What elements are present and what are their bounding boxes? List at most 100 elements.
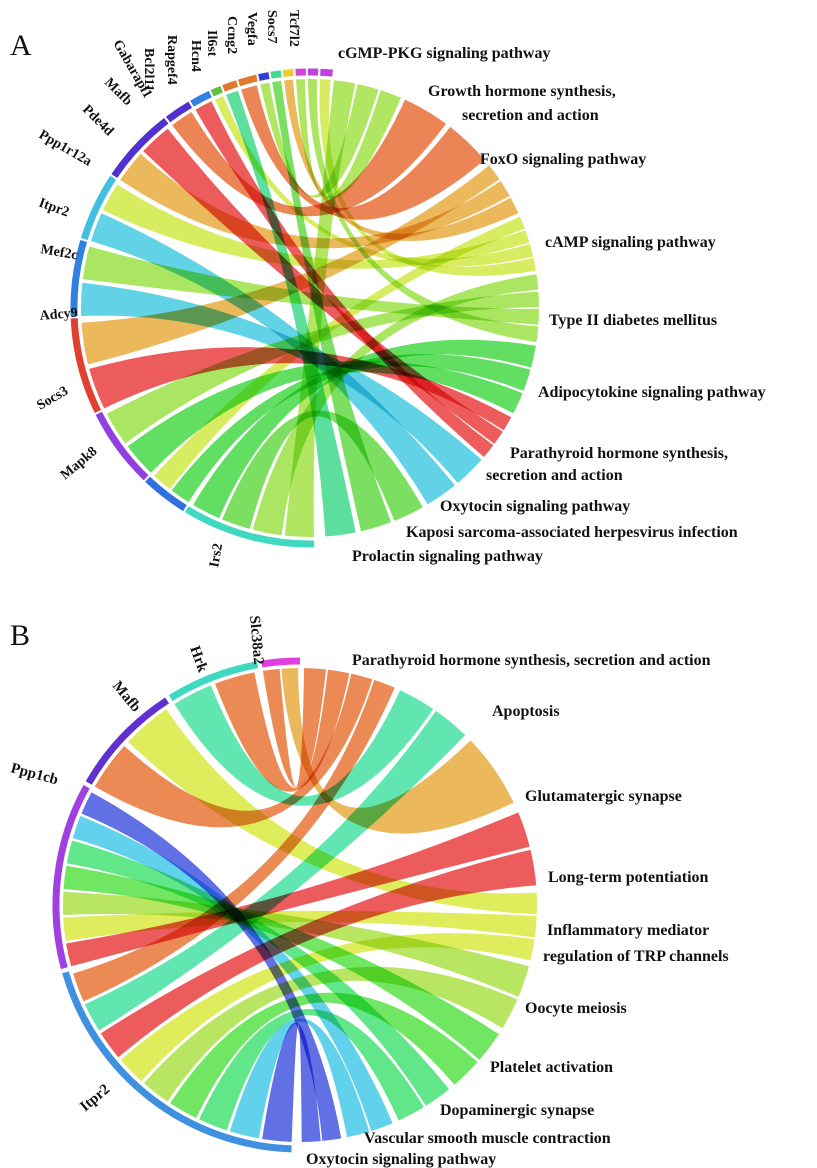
pathway-arc-gap xyxy=(472,735,523,808)
pathway-arc-gap xyxy=(532,892,545,964)
chord-ribbon xyxy=(241,85,485,220)
gene-label-tcf7l2: Tcf7l2 xyxy=(286,10,301,47)
gene-label-ppp1cb: Ppp1cb xyxy=(9,760,60,788)
gene-label-vegfa: Vegfa xyxy=(244,12,259,46)
gene-label-hrk: Hrk xyxy=(186,644,210,675)
gene-label-mapk8: Mapk8 xyxy=(58,444,100,483)
chord-ribbon xyxy=(226,90,356,537)
chord-ribbon xyxy=(91,213,455,505)
chord-ribbon xyxy=(193,339,536,519)
gene-label-itpr2: Itpr2 xyxy=(37,196,71,221)
pathway-label-inflammatory-mediator: Inflammatory mediator xyxy=(547,922,709,939)
chord-ribbon xyxy=(143,128,503,444)
pathway-arc-gap xyxy=(334,73,407,97)
pathway-arc-gap xyxy=(426,461,487,513)
pathway-arc-gap xyxy=(522,213,544,272)
chord-ribbon xyxy=(143,966,518,1102)
pathway-arc-gap xyxy=(358,509,427,539)
pathway-label-oocyte-meiosis: Oocyte meiosis xyxy=(525,1000,627,1017)
pathway-label-foxo-signaling-pathway: FoxO signaling pathway xyxy=(480,151,646,168)
gene-arc-ppp1r12a xyxy=(111,118,169,178)
panel-b: B Slc38a2 Hrk Mafb Ppp1cb Itpr2 Parathyroid h… xyxy=(9,615,729,1168)
pathway-label-vascular-smooth-muscle-contraction: Vascular smooth muscle contraction xyxy=(364,1130,611,1147)
chord-ribbon xyxy=(72,815,393,1132)
gene-label-mafb: Mafb xyxy=(109,678,144,715)
gene-arc-hcn4 xyxy=(258,72,270,82)
pathway-label-line2: secretion and action xyxy=(462,107,599,124)
pathway-label-adipocytokine-signaling-pathway: Adipocytokine signaling pathway xyxy=(538,384,766,401)
gene-arc-irs2 xyxy=(184,506,315,548)
gene-arc-mafb xyxy=(190,90,212,107)
gene-label-ccng2: Ccng2 xyxy=(224,16,239,54)
pathway-label-type-ii-diabetes-mellitus: Type II diabetes mellitus xyxy=(549,312,717,329)
chord-ribbon xyxy=(127,360,523,473)
chord-ribbon xyxy=(102,184,530,269)
pathway-arc-gap xyxy=(514,346,543,419)
pathway-label-prolactin-signaling-pathway: Prolactin signaling pathway xyxy=(352,548,543,565)
chord-ribbon xyxy=(100,849,537,1058)
gene-arc-itpr2 xyxy=(62,971,292,1153)
gene-label-socs7: Socs7 xyxy=(264,10,279,43)
gene-label-mef2c: Mef2c xyxy=(39,242,78,263)
chord-ribbon xyxy=(171,354,531,503)
pathway-label-parathyroid-hormone-synthesis: Parathyroid hormone synthesis, xyxy=(510,445,728,462)
chord-ribbon xyxy=(199,1009,424,1131)
pathway-arc-gap xyxy=(401,683,473,736)
chord-ribbon xyxy=(262,1022,321,1142)
gene-arc-socs3 xyxy=(95,411,149,481)
pathway-arc-gap xyxy=(503,967,536,1035)
pathway-label-dopaminergic-synapse: Dopaminergic synapse xyxy=(440,1102,594,1119)
chord-ribbon xyxy=(252,274,539,536)
gene-arc-adcy9 xyxy=(70,318,102,414)
gene-label-slc38a2: Slc38a2 xyxy=(246,615,266,665)
gene-arc-itpr2 xyxy=(80,175,117,241)
pathway-label-apoptosis: Apoptosis xyxy=(492,703,560,720)
gene-label-ppp1r12a: Ppp1r12a xyxy=(36,127,94,169)
pathway-arc-gap xyxy=(304,661,400,686)
pathway-arc-gap xyxy=(520,809,544,889)
chord-ribbon xyxy=(120,153,510,249)
gene-label-irs2: Irs2 xyxy=(207,542,226,568)
gene-label-il6st: Il6st xyxy=(204,30,219,57)
chord-ribbon xyxy=(63,865,499,1060)
gene-label-bcl2l11: Bcl2l11 xyxy=(141,48,156,92)
chord-ribbon xyxy=(281,668,514,834)
chord-ribbon xyxy=(154,216,525,490)
pathway-label-line2: secretion and action xyxy=(486,467,623,484)
panel-a-ribbons xyxy=(80,78,540,538)
pathway-arc-gap xyxy=(322,535,358,544)
gene-label-socs3: Socs3 xyxy=(35,384,71,414)
pathway-arc-gap xyxy=(539,273,546,345)
chord-ribbon xyxy=(106,291,540,444)
chord-ribbon xyxy=(84,710,466,1031)
pathway-label-camp-signaling-pathway: cAMP signaling pathway xyxy=(545,234,716,251)
panel-a-letter: A xyxy=(10,29,32,62)
gene-arc-mef2c xyxy=(70,240,88,317)
panel-b-labels: Slc38a2 Hrk Mafb Ppp1cb Itpr2 Parathyroid hor… xyxy=(9,615,729,1168)
gene-label-rapgef4: Rapgef4 xyxy=(164,35,179,85)
chord-ribbon xyxy=(215,669,350,792)
chord-ribbon xyxy=(63,910,537,941)
gene-arc-hrk xyxy=(168,661,259,702)
gene-arc-ccng2 xyxy=(282,69,294,77)
gene-label-itpr2: Itpr2 xyxy=(77,1081,113,1115)
pathway-label-long-term-potentiation: Long-term potentiation xyxy=(548,869,709,886)
chord-ribbon xyxy=(128,709,537,915)
panel-b-letter: B xyxy=(10,619,30,652)
gene-label-hcn4: Hcn4 xyxy=(188,40,203,72)
gene-arc-rapgef4 xyxy=(237,74,258,87)
pathway-arc-gap xyxy=(485,418,518,463)
pathway-label-platelet-activation: Platelet activation xyxy=(490,1059,613,1076)
chord-ribbon xyxy=(174,685,434,806)
chord-ribbon xyxy=(222,410,423,529)
chord-ribbon xyxy=(296,79,401,199)
gene-arc-mafb xyxy=(85,697,170,785)
pathway-label-kaposi-sarcoma-associated-herpesvirus-infection: Kaposi sarcoma-associated herpesvirus in… xyxy=(406,524,738,541)
chord-ribbon xyxy=(172,99,446,217)
chord-ribbon xyxy=(66,840,450,1106)
chord-ribbon xyxy=(272,80,392,532)
panel-b-arcs xyxy=(52,657,545,1153)
pathway-arc-gap xyxy=(345,1125,396,1145)
